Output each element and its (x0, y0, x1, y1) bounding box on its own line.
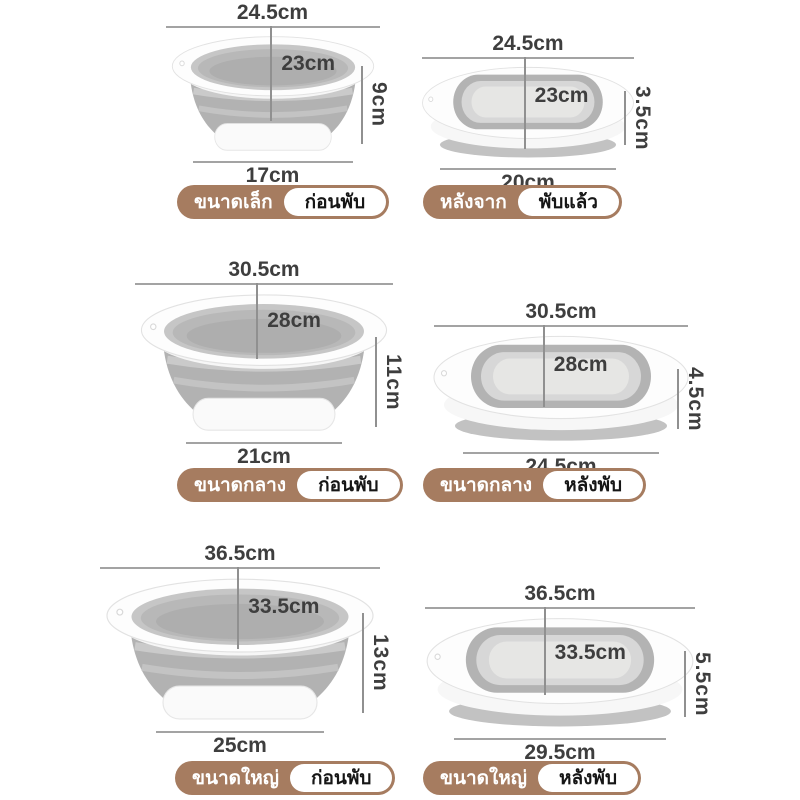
height-dimension: 11cm (375, 337, 405, 427)
inner-width-label: 23cm (534, 84, 589, 107)
basin-figure-large-folded: 33.5cm 5.5cm (424, 607, 714, 733)
size-label: ขนาดเล็ก (194, 192, 273, 213)
basin-folded-illustration (422, 66, 634, 158)
fold-state-label: หลังพับ (543, 471, 644, 499)
height-line (360, 66, 363, 144)
bottom-width-line (463, 452, 659, 454)
height-line (362, 613, 364, 713)
inner-width-label: 28cm (267, 309, 321, 332)
inner-width-label: 33.5cm (554, 641, 626, 664)
panel-large-before-fold: 36.5cm 33.5cm 13cm (95, 541, 392, 758)
height-label: 13cm (369, 634, 392, 692)
fold-state-label: หลังพับ (537, 764, 639, 792)
height-label: 4.5cm (684, 366, 707, 432)
basin-figure-small-folded: 23cm 3.5cm (420, 57, 654, 163)
inner-width-dimension: 33.5cm (237, 567, 319, 649)
height-label: 11cm (382, 353, 405, 411)
top-width-line (434, 325, 688, 327)
fold-state-label: พับแล้ว (517, 188, 619, 216)
bottom-width-line (186, 442, 342, 444)
height-line (375, 337, 377, 427)
top-width-line (135, 283, 393, 285)
hang-hole (434, 653, 441, 661)
top-width-label: 36.5cm (204, 542, 276, 565)
panel-large-after-fold: 36.5cm 33.5cm 5.5cm 29.5cm (412, 581, 714, 765)
height-line (677, 369, 679, 429)
size-label: ขนาดใหญ่ (440, 768, 527, 789)
top-width-line (425, 607, 695, 609)
fold-state-label: ก่อนพับ (283, 188, 387, 216)
fold-state-label: ก่อนพับ (297, 471, 400, 499)
hang-hole (116, 608, 124, 616)
inner-width-label: 23cm (281, 52, 336, 75)
height-dimension: 4.5cm (677, 366, 707, 432)
height-label: 5.5cm (691, 651, 714, 717)
basin-open-illustration (106, 578, 374, 720)
height-label: 3.5cm (631, 85, 654, 151)
panel-medium-before-fold: 30.5cm 28cm 11cm 21 (120, 257, 408, 469)
size-label: ขนาดกลาง (440, 475, 533, 496)
top-width-label: 24.5cm (492, 32, 564, 55)
label-pill-small-before: ขนาดเล็ก ก่อนพับ (177, 185, 390, 219)
size-label: หลังจาก (440, 192, 507, 213)
height-line (624, 91, 626, 145)
label-pill-large-before: ขนาดใหญ่ ก่อนพับ (175, 761, 396, 795)
top-width-label: 36.5cm (524, 582, 596, 605)
basin-open-illustration (140, 294, 388, 431)
label-pill-small-after: หลังจาก พับแล้ว (423, 185, 622, 219)
bottom-width-label: 17cm (245, 164, 300, 187)
bottom-width-label: 29.5cm (524, 741, 596, 764)
inner-width-dimension: 28cm (256, 283, 321, 359)
height-dimension: 5.5cm (684, 651, 714, 717)
top-width-line (422, 57, 634, 59)
bottom-width-label: 21cm (237, 445, 291, 468)
basin-folded-illustration (426, 618, 694, 727)
top-width-label: 30.5cm (228, 258, 300, 281)
inner-width-dimension: 23cm (270, 26, 335, 121)
basin-folded-illustration (433, 335, 689, 441)
label-pill-large-after: ขนาดใหญ่ หลังพับ (423, 761, 642, 795)
inner-width-dimension: 28cm (542, 325, 608, 407)
height-dimension: 3.5cm (624, 86, 654, 150)
basin-figure-small-unfolded: 23cm 9cm (167, 26, 391, 156)
top-width-line (100, 567, 380, 569)
basin-figure-medium-unfolded: 28cm 11cm (135, 283, 405, 437)
label-pill-medium-after: ขนาดกลาง หลังพับ (423, 468, 647, 502)
height-line (684, 651, 686, 717)
fold-state-label: ก่อนพับ (289, 764, 393, 792)
panel-medium-after-fold: 30.5cm 28cm 4.5cm 24.5cm (416, 299, 707, 479)
hang-hole (428, 96, 434, 102)
bottom-width-line (440, 168, 616, 170)
basin-figure-medium-folded: 28cm 4.5cm (431, 325, 707, 447)
basin-open-illustration (171, 36, 374, 151)
bottom-width-line (156, 731, 324, 733)
bottom-width-label: 25cm (213, 734, 267, 757)
hang-hole (178, 60, 185, 67)
size-label: ขนาดกลาง (194, 475, 287, 496)
panel-small-after-fold: 24.5cm 23cm 3.5cm 20cm (414, 31, 654, 195)
height-dimension: 13cm (362, 613, 392, 713)
basin-figure-large-unfolded: 33.5cm 13cm (100, 567, 392, 726)
size-label: ขนาดใหญ่ (192, 768, 279, 789)
inner-width-dimension: 23cm (523, 57, 588, 149)
label-pill-medium-before: ขนาดกลาง ก่อนพับ (177, 468, 403, 502)
panel-small-before-fold: 24.5cm 23cm 9cm 17c (160, 0, 391, 188)
inner-width-label: 28cm (553, 353, 608, 376)
hang-hole (150, 323, 157, 331)
bottom-width-line (454, 738, 666, 740)
hang-hole (441, 370, 447, 377)
top-width-line (165, 26, 380, 28)
height-dimension: 9cm (360, 66, 391, 144)
inner-width-dimension: 33.5cm (543, 607, 626, 695)
height-label: 9cm (367, 82, 391, 128)
bottom-width-line (192, 161, 353, 163)
top-width-label: 30.5cm (525, 300, 597, 323)
top-width-label: 24.5cm (236, 1, 309, 24)
inner-width-label: 33.5cm (248, 595, 320, 618)
